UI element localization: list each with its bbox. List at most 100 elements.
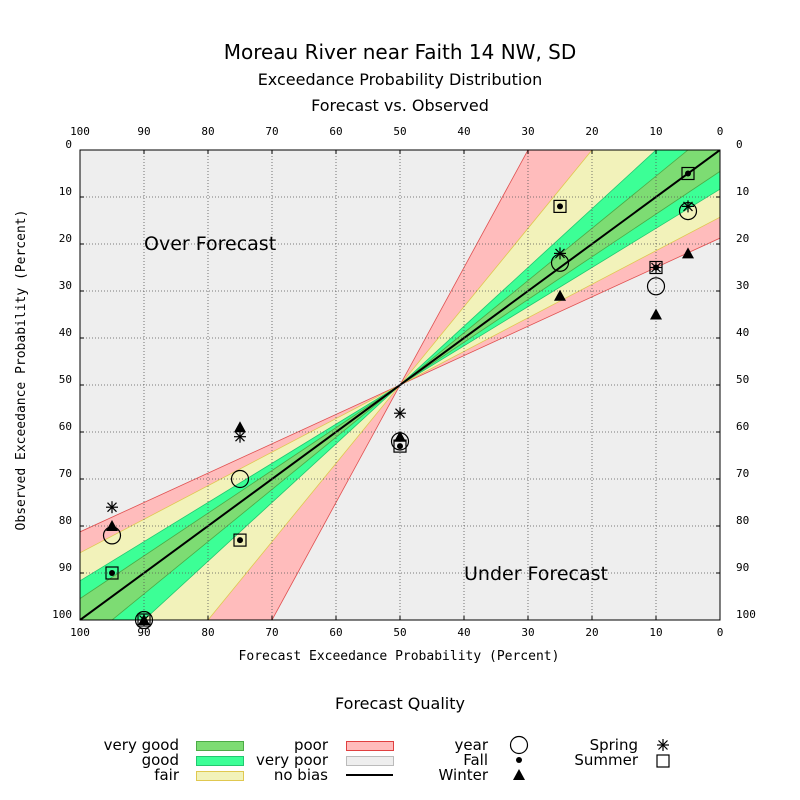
y-tick-label-right: 40	[736, 326, 749, 339]
legend-label-fall: Fall	[463, 751, 488, 769]
point-winter	[234, 421, 246, 433]
x-tick-label-bottom: 100	[70, 626, 90, 639]
legend-label-good: good	[141, 751, 179, 769]
legend-label-very-poor: very poor	[256, 751, 328, 769]
point-spring	[682, 200, 694, 213]
point-spring	[650, 261, 662, 274]
y-tick-label-right: 60	[736, 420, 749, 433]
x-tick-label-bottom: 20	[585, 626, 598, 639]
point-winter	[106, 520, 118, 531]
point-winter	[554, 289, 566, 301]
y-tick-label-right: 10	[736, 185, 749, 198]
x-tick-label-bottom: 60	[329, 626, 342, 639]
x-tick-label-top: 50	[393, 125, 406, 138]
y-tick-label-right: 100	[736, 608, 756, 621]
point-fall	[557, 203, 563, 210]
point-winter	[394, 430, 406, 442]
point-summer	[649, 260, 663, 275]
y-tick-label-right: 80	[736, 514, 749, 527]
y-tick-label-left: 20	[59, 232, 72, 245]
legend-swatch-no-bias	[346, 774, 393, 776]
point-spring	[106, 501, 118, 514]
legend-marker-spring	[657, 739, 669, 751]
legend-label-very-good: very good	[103, 736, 179, 754]
x-tick-label-top: 60	[329, 125, 342, 138]
markers	[102, 166, 698, 630]
point-summer	[105, 566, 119, 580]
x-axis-label: Forecast Exceedance Probability (Percent…	[239, 649, 560, 664]
legend-label-spring: Spring	[589, 736, 638, 754]
legend-label-fair: fair	[154, 766, 179, 784]
x-tick-label-top: 90	[137, 125, 150, 138]
point-year	[646, 277, 666, 296]
chart-subtitle-2: Forecast vs. Observed	[311, 96, 489, 115]
legend-swatch-poor	[346, 741, 394, 751]
point-winter	[682, 247, 694, 259]
x-tick-label-top: 0	[717, 125, 724, 138]
y-tick-label-left: 100	[52, 608, 72, 621]
x-tick-label-top: 20	[585, 125, 598, 138]
legend-title: Forecast Quality	[335, 694, 465, 713]
legend-marker-winter	[513, 769, 525, 780]
legend-swatch-fair	[196, 771, 244, 781]
y-tick-label-left: 70	[59, 467, 72, 480]
y-tick-label-left: 30	[59, 279, 72, 292]
x-tick-label-top: 100	[70, 125, 90, 138]
chart-title: Moreau River near Faith 14 NW, SD	[223, 40, 577, 64]
point-spring	[234, 430, 246, 443]
point-fall	[237, 537, 243, 544]
x-tick-label-top: 10	[649, 125, 662, 138]
y-tick-label-right: 30	[736, 279, 749, 292]
point-fall	[397, 443, 403, 450]
x-tick-label-top: 80	[201, 125, 214, 138]
x-tick-label-bottom: 50	[393, 626, 406, 639]
x-tick-label-bottom: 30	[521, 626, 534, 639]
point-spring	[138, 614, 150, 626]
y-tick-label-left: 40	[59, 326, 72, 339]
legend-label-poor: poor	[293, 736, 328, 754]
y-tick-label-left: 0	[65, 138, 72, 151]
x-tick-label-top: 70	[265, 125, 278, 138]
point-fall	[685, 170, 691, 177]
annotation-under-forecast: Under Forecast	[464, 563, 608, 585]
y-axis-label: Observed Exceedance Probability (Percent…	[14, 210, 29, 531]
x-tick-label-bottom: 90	[137, 626, 150, 639]
y-tick-label-right: 70	[736, 467, 749, 480]
legend-label-winter: Winter	[438, 766, 488, 784]
x-tick-label-bottom: 40	[457, 626, 470, 639]
legend-markers	[509, 735, 670, 780]
point-year	[134, 610, 154, 630]
y-tick-label-right: 0	[736, 138, 743, 151]
annotation-over-forecast: Over Forecast	[144, 233, 276, 255]
x-tick-label-top: 40	[457, 125, 470, 138]
legend-marker-summer	[656, 754, 670, 768]
y-tick-label-right: 90	[736, 561, 749, 574]
x-tick-label-bottom: 10	[649, 626, 662, 639]
legend-label-year: year	[454, 736, 488, 754]
y-tick-label-left: 50	[59, 373, 72, 386]
scatter-chart: 1001009090808070706060505040403030202010…	[14, 125, 756, 664]
chart-subtitle: Exceedance Probability Distribution	[257, 70, 543, 89]
y-tick-label-right: 50	[736, 373, 749, 386]
point-spring	[554, 247, 566, 260]
y-tick-label-left: 90	[59, 561, 72, 574]
y-tick-label-right: 20	[736, 232, 749, 245]
legend-swatch-very-poor	[346, 756, 394, 766]
legend-marker-year	[509, 735, 529, 755]
grid	[80, 150, 720, 620]
point-winter	[650, 308, 662, 320]
legend-label-no-bias: no bias	[273, 766, 328, 784]
y-tick-label-left: 60	[59, 420, 72, 433]
x-tick-label-bottom: 70	[265, 626, 278, 639]
x-tick-label-bottom: 80	[201, 626, 214, 639]
point-summer	[233, 533, 247, 547]
y-tick-label-left: 80	[59, 514, 72, 527]
legend-swatch-good	[196, 756, 244, 766]
legend-marker-fall	[516, 757, 522, 763]
point-spring	[394, 407, 406, 420]
legend-label-summer: Summer	[574, 751, 638, 769]
y-tick-label-left: 10	[59, 185, 72, 198]
point-year	[230, 469, 250, 489]
point-fall	[109, 570, 115, 576]
x-tick-label-bottom: 0	[717, 626, 724, 639]
